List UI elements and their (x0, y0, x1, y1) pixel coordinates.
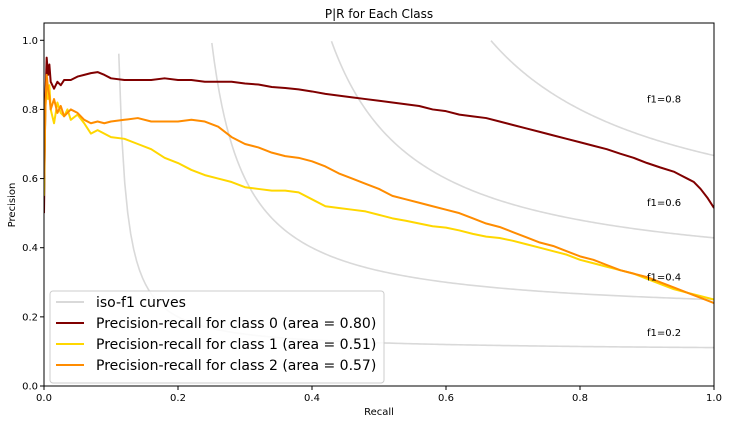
y-tick-label: 0.6 (22, 174, 38, 185)
x-tick-label: 0.8 (572, 393, 588, 404)
iso-f1-label: f1=0.8 (647, 95, 681, 106)
series-line (44, 56, 714, 214)
iso-f1-label: f1=0.6 (647, 198, 681, 209)
axis-ticks: 0.0 0.2 0.4 0.6 0.8 1.0 0.0 0.2 0.4 0.6 0.8 1.0 (22, 36, 722, 404)
y-tick-label: 0.4 (22, 243, 38, 254)
iso-f1-curve (211, 42, 714, 301)
legend: iso-f1 curves Precision-recall for class … (49, 290, 385, 384)
series-line (44, 73, 714, 304)
legend-box (49, 290, 385, 384)
legend-label: Precision-recall for class 2 (area = 0.5… (96, 358, 376, 374)
iso-f1-curve (490, 40, 714, 157)
chart-title: P|R for Each Class (325, 7, 433, 21)
x-axis-title: Recall (364, 407, 394, 418)
x-tick-label: 0.4 (304, 393, 320, 404)
legend-label: iso-f1 curves (96, 295, 186, 311)
iso-f1-labels: f1=0.2 f1=0.4 f1=0.6 f1=0.8 (647, 95, 681, 339)
y-tick-label: 0.0 (22, 382, 38, 393)
plot-frame (43, 22, 715, 387)
x-tick-label: 0.0 (36, 393, 52, 404)
y-axis-title: Precision (7, 183, 18, 228)
x-tick-label: 1.0 (706, 393, 722, 404)
iso-f1-label: f1=0.2 (647, 328, 681, 339)
x-tick-label: 0.2 (170, 393, 186, 404)
legend-label: Precision-recall for class 0 (area = 0.8… (96, 316, 376, 332)
legend-label: Precision-recall for class 1 (area = 0.5… (96, 337, 376, 353)
x-tick-label: 0.6 (438, 393, 454, 404)
iso-f1-curve (330, 40, 714, 239)
y-tick-label: 1.0 (22, 36, 38, 47)
y-tick-label: 0.2 (22, 312, 38, 323)
series-lines (44, 56, 714, 304)
iso-f1-label: f1=0.4 (647, 272, 681, 283)
y-tick-label: 0.8 (22, 105, 38, 116)
